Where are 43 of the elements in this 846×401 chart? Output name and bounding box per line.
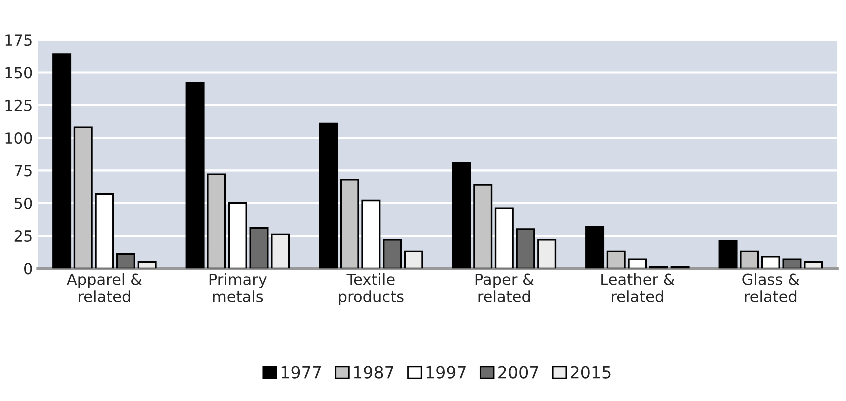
y-tick-label: 175 <box>6 34 32 46</box>
y-tick-label: 25 <box>14 230 32 242</box>
legend-label: 2015 <box>570 366 611 379</box>
bar <box>474 184 493 269</box>
x-tick-label: Primary metals <box>210 274 268 302</box>
bar <box>207 174 226 269</box>
y-tick-label: 50 <box>14 198 32 210</box>
y-tick-label: 125 <box>6 100 32 112</box>
bar <box>52 54 72 269</box>
bar <box>319 122 338 269</box>
bar <box>186 82 205 269</box>
y-tick-label: 150 <box>6 67 32 79</box>
x-tick-label: Apparel & related <box>67 274 142 302</box>
bar <box>116 253 136 269</box>
bar <box>782 258 802 269</box>
x-tick-label: Paper & related <box>476 274 534 302</box>
legend-label: 2007 <box>498 366 538 379</box>
bar <box>138 261 157 269</box>
y-tick-label: 0 <box>24 263 32 275</box>
bar <box>516 228 536 269</box>
legend-label: 1987 <box>354 366 394 379</box>
y-tick-label: 75 <box>15 165 32 177</box>
bar <box>586 226 605 269</box>
bar <box>250 227 269 269</box>
bar <box>340 179 360 269</box>
bar <box>628 258 648 269</box>
y-tick-label: 100 <box>6 132 32 144</box>
legend-label: 1977 <box>282 366 322 379</box>
bar <box>538 239 557 269</box>
bar <box>804 261 824 269</box>
bar <box>606 250 626 269</box>
bar <box>271 234 290 269</box>
bar <box>761 256 780 269</box>
x-tick-label: Leather & related <box>602 274 675 302</box>
bar <box>74 126 93 269</box>
bar <box>404 250 424 269</box>
bar <box>383 239 402 269</box>
bar <box>718 240 738 269</box>
bar <box>740 250 760 269</box>
x-tick-label: Textile products <box>339 274 404 306</box>
x-tick-label: Glass & related <box>742 274 800 302</box>
bar <box>452 162 472 269</box>
legend-label: 1997 <box>426 366 466 379</box>
